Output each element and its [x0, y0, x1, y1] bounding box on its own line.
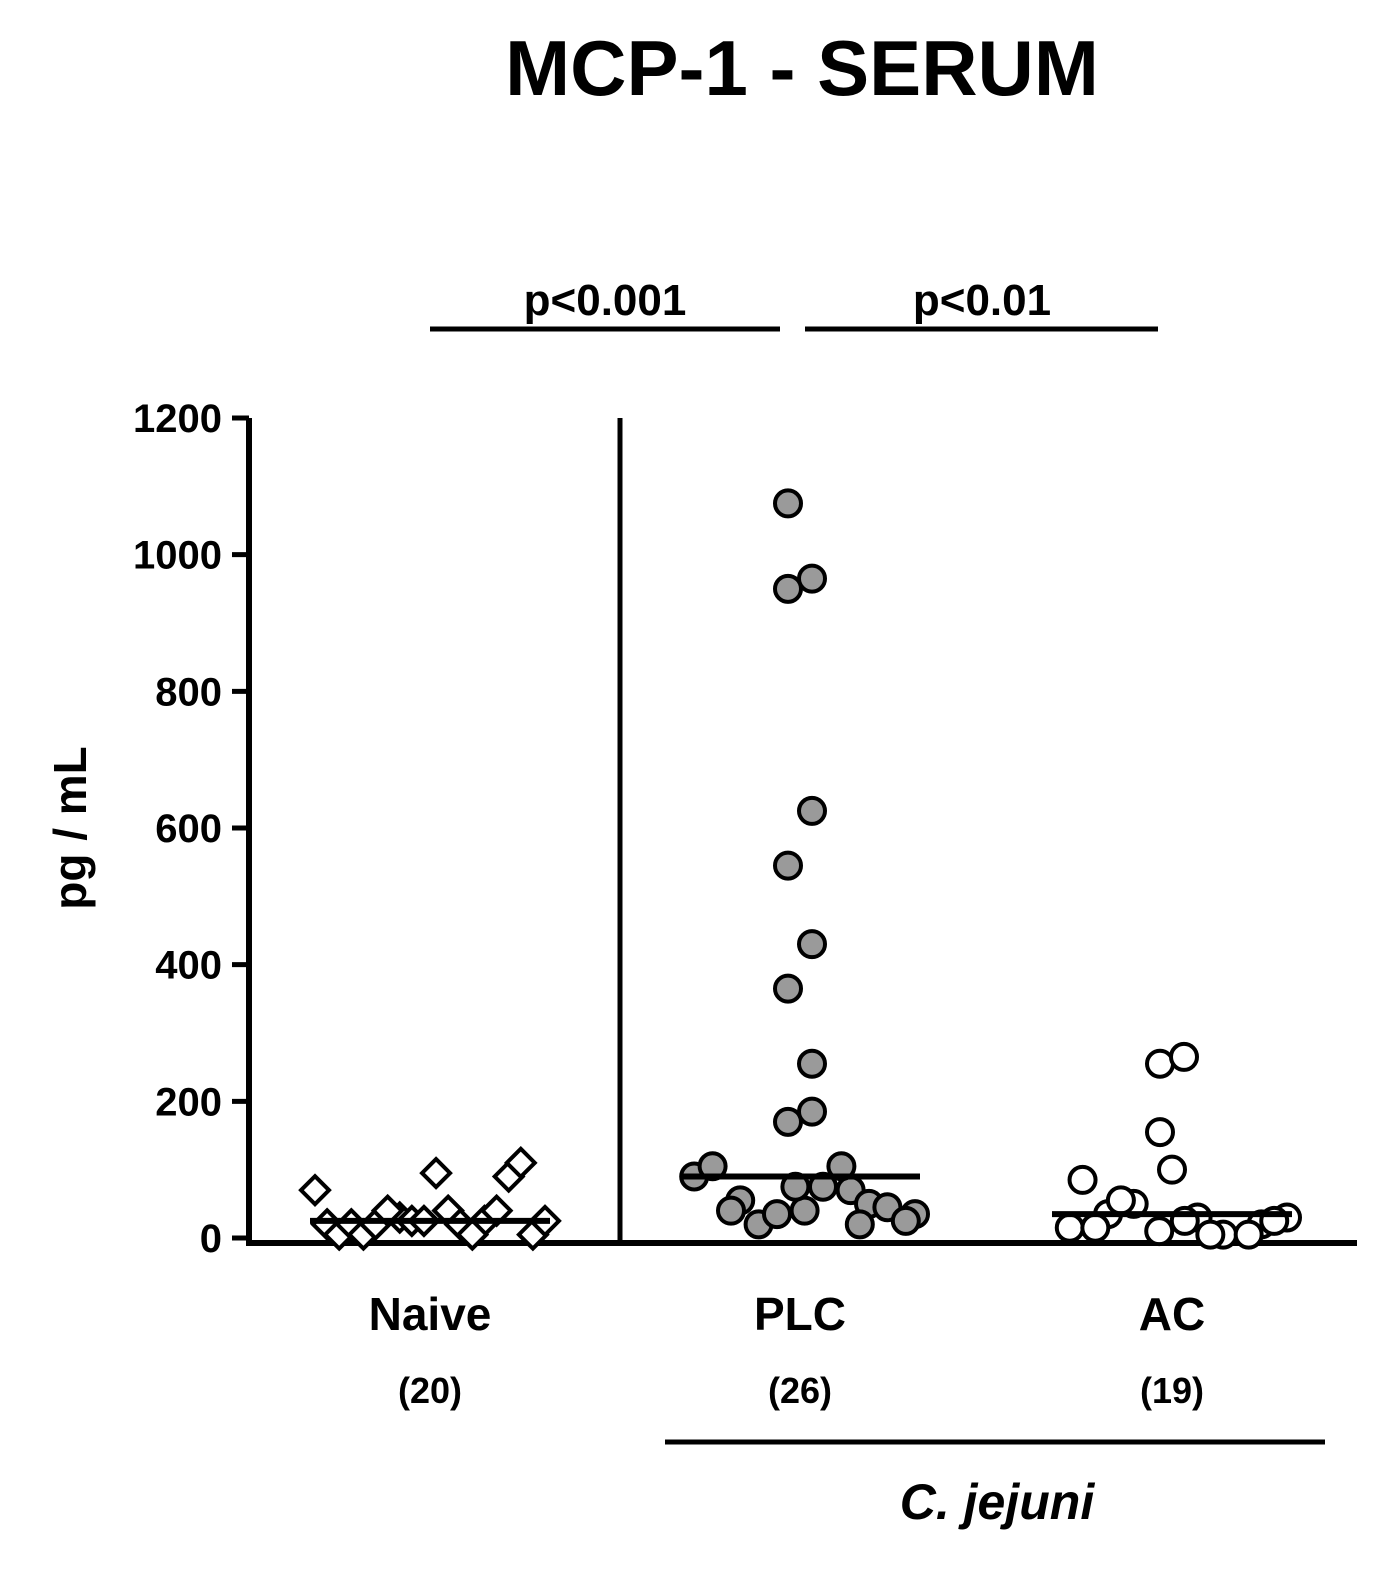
data-point-plc	[773, 850, 803, 881]
data-point-plc	[797, 929, 827, 960]
data-points	[298, 488, 1302, 1252]
data-point-plc	[762, 1199, 792, 1230]
data-point-ac	[1145, 1117, 1175, 1148]
category-label-naive: Naive	[369, 1288, 492, 1340]
data-point-ac	[1054, 1212, 1085, 1243]
n-label-naive: (20)	[398, 1370, 462, 1411]
y-tick-label: 1200	[133, 397, 222, 441]
data-point-naive	[298, 1173, 332, 1207]
y-axis: 0 200 400 600 800 1000 1200	[133, 397, 249, 1261]
data-point-naive	[479, 1193, 514, 1228]
y-tick-label: 200	[155, 1080, 222, 1124]
n-label-ac: (19)	[1140, 1370, 1204, 1411]
data-point-plc	[890, 1205, 921, 1236]
data-point-ac	[1169, 1041, 1199, 1072]
data-point-ac	[1105, 1185, 1136, 1216]
category-label-ac: AC	[1139, 1288, 1205, 1340]
y-axis-label: pg / mL	[44, 746, 96, 910]
data-point-plc	[773, 1106, 803, 1137]
y-tick-label: 1000	[133, 534, 222, 578]
data-point-ac	[1080, 1212, 1111, 1243]
data-point-ac	[1157, 1154, 1187, 1185]
data-point-plc	[797, 563, 827, 594]
data-point-ac	[1067, 1164, 1098, 1195]
data-point-naive	[419, 1156, 453, 1190]
y-tick-label: 800	[155, 670, 222, 714]
data-point-ac	[1233, 1219, 1264, 1250]
data-point-naive	[503, 1146, 538, 1180]
y-tick-label: 0	[200, 1217, 222, 1261]
data-point-naive	[370, 1193, 405, 1228]
significance-bracket-1: p<0.001	[430, 276, 780, 332]
data-point-ac	[1195, 1219, 1226, 1250]
data-point-ac	[1145, 1048, 1175, 1079]
data-point-plc	[844, 1209, 875, 1240]
y-tick-label: 600	[155, 807, 222, 851]
data-point-plc	[773, 488, 803, 519]
group-label: C. jejuni	[900, 1474, 1096, 1530]
median-lines	[310, 1173, 1292, 1224]
data-point-plc	[797, 1096, 827, 1127]
data-point-plc	[773, 973, 803, 1004]
n-label-plc: (26)	[768, 1370, 832, 1411]
data-point-naive	[455, 1217, 490, 1252]
data-point-plc	[797, 1048, 827, 1079]
significance-bracket-2: p<0.01	[805, 276, 1158, 332]
data-point-plc	[716, 1195, 746, 1226]
significance-label-1: p<0.001	[524, 276, 687, 325]
category-label-plc: PLC	[754, 1288, 846, 1340]
data-point-plc	[797, 795, 827, 826]
data-point-ac	[1144, 1216, 1175, 1247]
y-tick-label: 400	[155, 944, 222, 988]
data-point-plc	[773, 573, 803, 604]
chart-title: MCP-1 - SERUM	[505, 24, 1099, 112]
significance-label-2: p<0.01	[913, 276, 1051, 325]
